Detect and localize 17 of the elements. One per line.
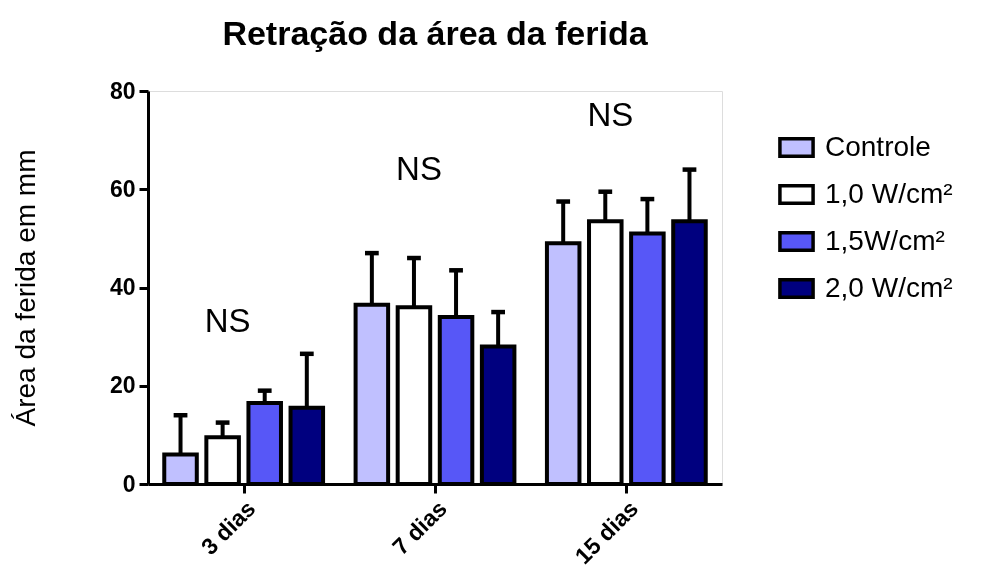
y-axis-title: Área da ferida em mm: [9, 149, 41, 427]
legend-label: 1,5W/cm²: [825, 224, 945, 256]
y-tick-label: 40: [109, 274, 136, 300]
annotation: NS: [396, 150, 442, 188]
legend-label: 1,0 W/cm²: [825, 177, 953, 209]
x-tick-label: 3 dias: [195, 495, 261, 560]
x-tick-label: 7 dias: [387, 495, 452, 560]
legend-label: Controle: [825, 130, 931, 162]
chart-title: Retração da área da ferida: [222, 14, 649, 52]
annotation: NS: [204, 301, 251, 339]
y-tick-label: 80: [109, 77, 136, 104]
y-tick-label: 60: [109, 175, 136, 202]
legend-label: 2,0 W/cm²: [825, 271, 953, 303]
y-tick-label: 20: [109, 372, 136, 399]
x-tick-label: 15 dias: [569, 495, 644, 569]
annotation: NS: [587, 95, 634, 133]
y-tick-label: 0: [122, 470, 136, 497]
